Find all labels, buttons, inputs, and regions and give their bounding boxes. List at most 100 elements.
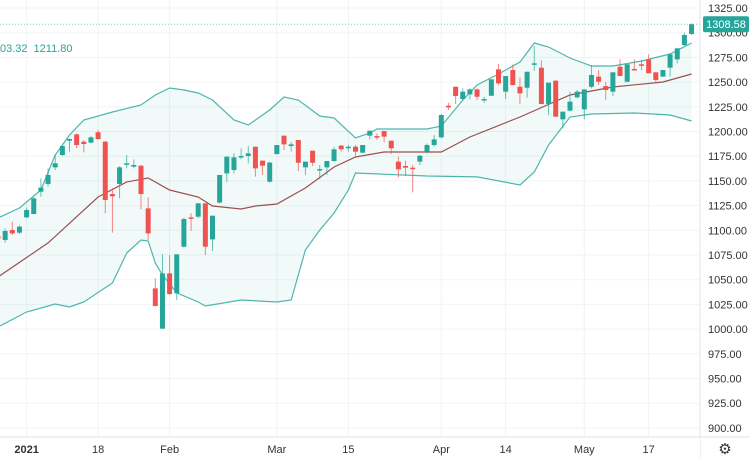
bollinger-upper-line bbox=[0, 42, 692, 218]
candle-body bbox=[624, 64, 630, 82]
candle-body bbox=[59, 146, 65, 156]
candle-body bbox=[310, 150, 316, 163]
candle-body bbox=[217, 174, 223, 203]
candle-body bbox=[295, 139, 301, 163]
x-tick-label: 14 bbox=[500, 444, 512, 456]
candle bbox=[395, 156, 401, 178]
candle-body bbox=[596, 76, 602, 82]
candle-body bbox=[410, 167, 416, 170]
candle-body bbox=[381, 131, 387, 137]
candle bbox=[560, 111, 566, 129]
candle bbox=[138, 165, 144, 210]
candle-body bbox=[345, 146, 351, 149]
candle-body bbox=[510, 70, 516, 86]
candle bbox=[0, 236, 1, 239]
candle-body bbox=[667, 54, 673, 68]
candle-body bbox=[109, 194, 115, 197]
x-tick-label: Mar bbox=[267, 444, 286, 456]
candle-body bbox=[288, 144, 294, 147]
candle-body bbox=[174, 254, 180, 294]
candle bbox=[438, 114, 444, 139]
y-tick-label: 1200.00 bbox=[708, 127, 748, 139]
candle-body bbox=[31, 198, 37, 214]
candle bbox=[460, 88, 466, 102]
indicator-legend: 03.32 1211.80 bbox=[0, 43, 78, 55]
candle-body bbox=[503, 76, 509, 92]
candle-body bbox=[424, 145, 430, 152]
candle bbox=[588, 65, 594, 89]
candle bbox=[324, 161, 330, 175]
candle-body bbox=[524, 71, 530, 88]
candle bbox=[481, 96, 487, 103]
candle bbox=[667, 53, 673, 77]
candle bbox=[410, 164, 416, 193]
candle-body bbox=[331, 149, 337, 162]
candle bbox=[417, 155, 423, 165]
candle bbox=[38, 178, 44, 197]
legend-value-b: 1211.80 bbox=[33, 43, 73, 55]
candle-body bbox=[152, 288, 158, 306]
y-tick-label: 1125.00 bbox=[708, 201, 747, 213]
candle bbox=[152, 278, 158, 307]
candle-body bbox=[2, 230, 8, 240]
candle bbox=[52, 155, 58, 171]
candle bbox=[117, 166, 123, 199]
candle bbox=[681, 32, 687, 47]
candle bbox=[367, 130, 373, 140]
candle bbox=[646, 54, 652, 74]
candle bbox=[567, 91, 573, 112]
candle bbox=[431, 135, 437, 147]
candle-body bbox=[188, 217, 194, 219]
candle-body bbox=[131, 164, 137, 167]
candle bbox=[388, 140, 394, 155]
bollinger-fill bbox=[0, 43, 692, 326]
x-tick-label: May bbox=[574, 444, 595, 456]
y-tick-label: 1325.00 bbox=[708, 3, 748, 15]
candle bbox=[9, 221, 15, 236]
candle-body bbox=[581, 89, 587, 110]
candle bbox=[24, 207, 30, 219]
last-price-badge bbox=[703, 16, 749, 33]
candle-body bbox=[653, 72, 659, 81]
candle bbox=[360, 145, 366, 154]
candle bbox=[503, 76, 509, 99]
candle bbox=[338, 145, 344, 152]
candle bbox=[45, 168, 51, 187]
y-tick-label: 1075.00 bbox=[708, 250, 748, 262]
candle bbox=[95, 130, 101, 140]
candle-body bbox=[360, 145, 366, 153]
candle bbox=[546, 82, 552, 116]
candle bbox=[102, 140, 108, 214]
candle bbox=[424, 143, 430, 154]
candle-body bbox=[210, 215, 215, 240]
candle bbox=[188, 213, 194, 231]
candle bbox=[639, 60, 644, 71]
gear-icon[interactable]: ⚙ bbox=[718, 441, 732, 458]
candle-body bbox=[45, 174, 51, 184]
candle-body bbox=[631, 68, 637, 71]
candle bbox=[488, 79, 494, 97]
candle bbox=[231, 153, 237, 174]
candle bbox=[131, 159, 137, 169]
candle-body bbox=[231, 157, 237, 171]
candle-body bbox=[681, 34, 687, 46]
candle-body bbox=[0, 236, 1, 239]
candle-body bbox=[195, 203, 201, 217]
candle-body bbox=[445, 105, 451, 108]
candle bbox=[59, 145, 65, 157]
candle-body bbox=[496, 69, 501, 84]
candle-body bbox=[202, 203, 208, 247]
candle bbox=[224, 156, 230, 182]
candle-body bbox=[560, 111, 566, 120]
candle bbox=[374, 133, 380, 140]
candle-body bbox=[16, 226, 22, 233]
candle bbox=[553, 80, 559, 117]
candle-body bbox=[267, 162, 273, 182]
candle-body bbox=[67, 139, 72, 141]
candle bbox=[674, 48, 680, 64]
y-tick-label: 925.00 bbox=[708, 398, 742, 410]
candle bbox=[538, 60, 544, 105]
candle-body bbox=[274, 145, 280, 155]
candle bbox=[653, 71, 659, 84]
